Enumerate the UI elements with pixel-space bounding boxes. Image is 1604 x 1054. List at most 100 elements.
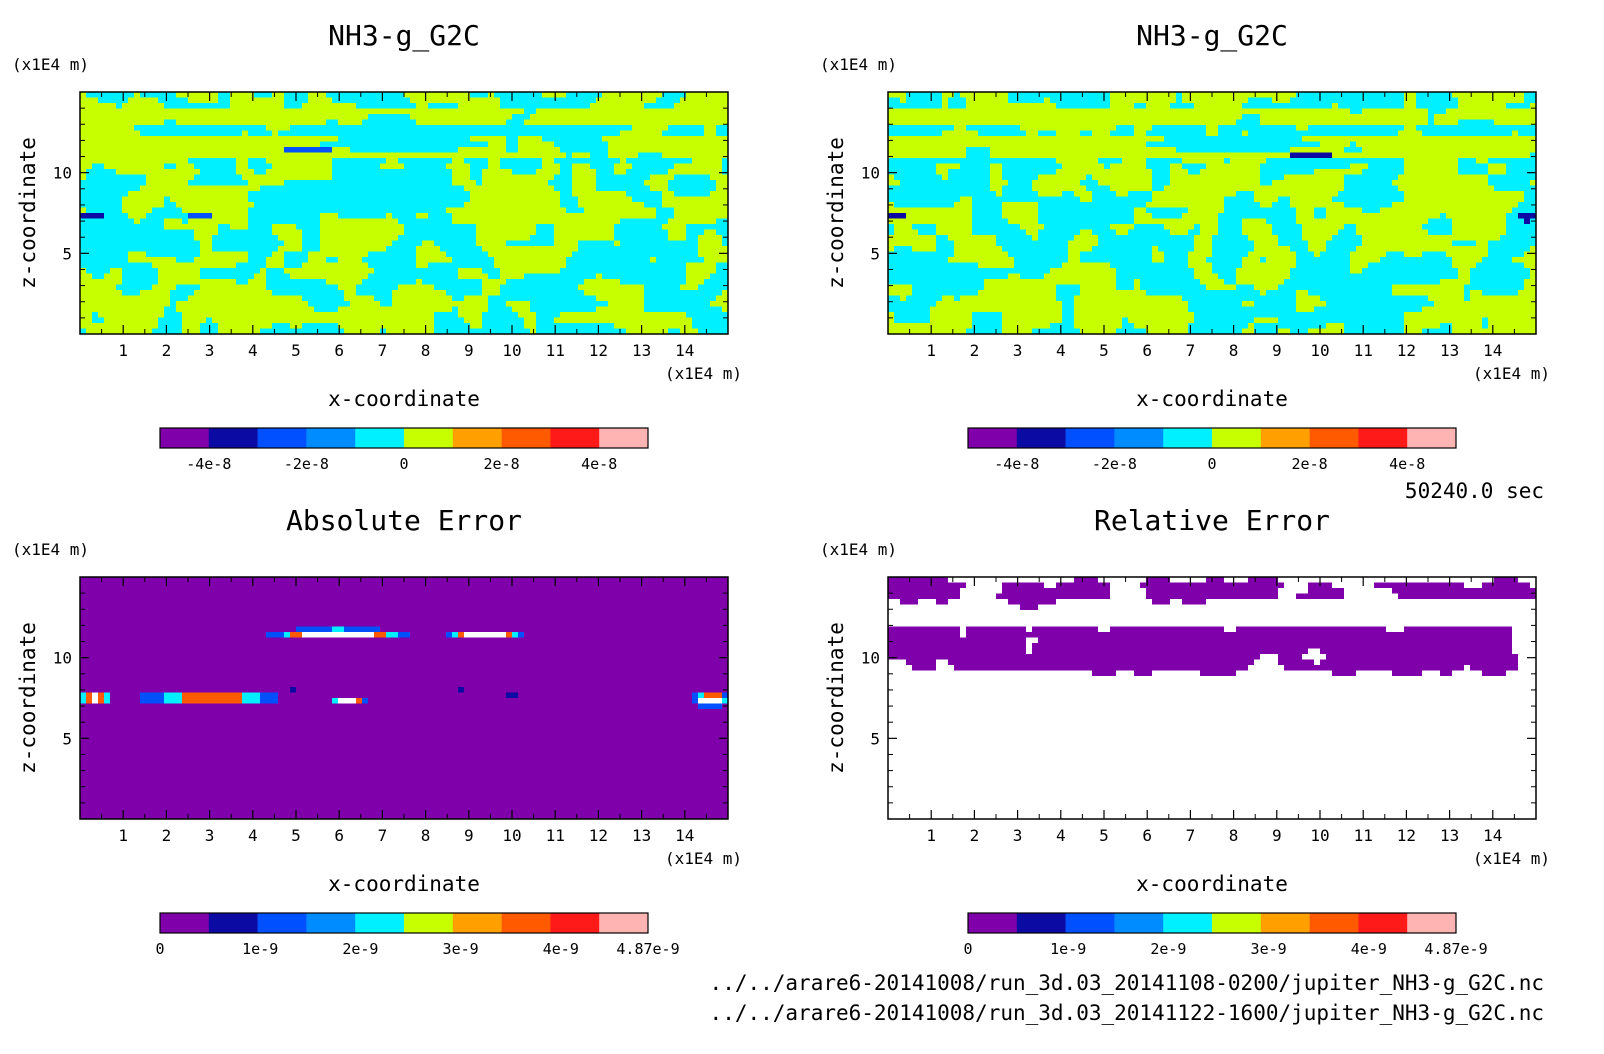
heatmap-cell [332, 174, 339, 181]
heatmap-cell [1476, 92, 1483, 98]
heatmap-cell [92, 174, 99, 181]
heatmap-cell [458, 92, 465, 98]
heatmap-cell [692, 301, 699, 307]
heatmap-cell [650, 273, 657, 280]
heatmap-cell [446, 240, 453, 247]
heatmap-cell [440, 202, 447, 208]
heatmap-cell [236, 97, 243, 104]
heatmap-cell [308, 169, 315, 175]
heatmap-cell [98, 257, 105, 263]
heatmap-cell [686, 180, 693, 186]
heatmap-cell [254, 125, 261, 131]
heatmap-cell [608, 213, 615, 219]
heatmap-cell [602, 279, 609, 285]
heatmap-cell [572, 191, 579, 197]
heatmap-cell [476, 312, 483, 318]
heatmap-cell [632, 273, 639, 280]
heatmap-cell [110, 147, 117, 153]
heatmap-cell [242, 323, 249, 329]
heatmap-cell [284, 130, 291, 137]
heatmap-cell [386, 262, 393, 269]
heatmap-cell [488, 240, 495, 247]
heatmap-cell [236, 279, 243, 285]
heatmap-cell [536, 158, 543, 164]
x-tick-label: 14 [675, 341, 694, 360]
heatmap-cell [722, 180, 729, 186]
heatmap-cell [542, 119, 549, 126]
heatmap-cell [104, 306, 111, 313]
heatmap-cell [356, 235, 363, 241]
heatmap-cell [356, 196, 363, 203]
heatmap-cell [176, 158, 183, 164]
heatmap-cell [662, 224, 669, 230]
heatmap-cell [524, 180, 531, 186]
heatmap-cell [662, 141, 669, 148]
heatmap-cell [200, 306, 207, 313]
heatmap-cell [722, 312, 729, 318]
heatmap-cell [350, 152, 357, 159]
heatmap-cell [218, 317, 225, 324]
heatmap-cell [524, 262, 531, 269]
heatmap-cell [662, 306, 669, 313]
heatmap-cell [680, 191, 687, 197]
heatmap-cell [614, 207, 621, 214]
heatmap-cell [374, 180, 381, 186]
heatmap-cell [362, 152, 369, 159]
heatmap-cell [110, 284, 117, 291]
heatmap-cell [344, 312, 351, 318]
heatmap-cell [608, 218, 615, 225]
heatmap-cell [686, 279, 693, 285]
heatmap-cell [170, 306, 177, 313]
heatmap-cell [626, 202, 633, 208]
heatmap-cell [170, 108, 177, 115]
heatmap-cell [380, 185, 387, 192]
heatmap-cell [638, 141, 645, 148]
heatmap-cell [416, 185, 423, 192]
heatmap-cell [482, 273, 489, 280]
heatmap-cell [650, 180, 657, 186]
heatmap-cell [572, 295, 579, 302]
heatmap-cell [524, 323, 531, 329]
heatmap-cell [338, 207, 345, 214]
heatmap-cell [356, 185, 363, 192]
heatmap-cell [488, 301, 495, 307]
heatmap-cell [422, 240, 429, 247]
heatmap-cell [296, 196, 303, 203]
heatmap-cell [128, 290, 135, 296]
heatmap-cell [674, 262, 681, 269]
heatmap-cell [662, 251, 669, 258]
heatmap-cell [966, 92, 973, 98]
heatmap-cell [668, 328, 675, 335]
heatmap-cell [308, 119, 315, 126]
heatmap-cell [374, 290, 381, 296]
heatmap-cell [410, 185, 417, 192]
heatmap-cell [260, 114, 267, 120]
heatmap-cell [266, 229, 273, 236]
heatmap-cell [566, 229, 573, 236]
heatmap-cell [356, 306, 363, 313]
heatmap-cell [80, 268, 87, 274]
heatmap-cell [314, 130, 321, 137]
heatmap-cell [320, 141, 327, 148]
heatmap-cell [692, 196, 699, 203]
heatmap-cell [296, 273, 303, 280]
heatmap-cell [518, 301, 525, 307]
heatmap-cell [272, 207, 279, 214]
heatmap-cell [80, 119, 87, 126]
heatmap-cell [272, 295, 279, 302]
heatmap-cell [332, 185, 339, 192]
heatmap-cell [458, 317, 465, 324]
heatmap-cell [260, 284, 267, 291]
heatmap-cell [170, 97, 177, 104]
heatmap-cell [590, 191, 597, 197]
heatmap-cell [200, 240, 207, 247]
heatmap-cell [392, 202, 399, 208]
heatmap-cell [386, 235, 393, 241]
heatmap-cell [278, 301, 285, 307]
heatmap-cell [212, 306, 219, 313]
heatmap-cell [242, 130, 249, 137]
heatmap-cell [398, 229, 405, 236]
heatmap-cell [134, 119, 141, 126]
heatmap-cell [356, 262, 363, 269]
heatmap-cell [278, 279, 285, 285]
